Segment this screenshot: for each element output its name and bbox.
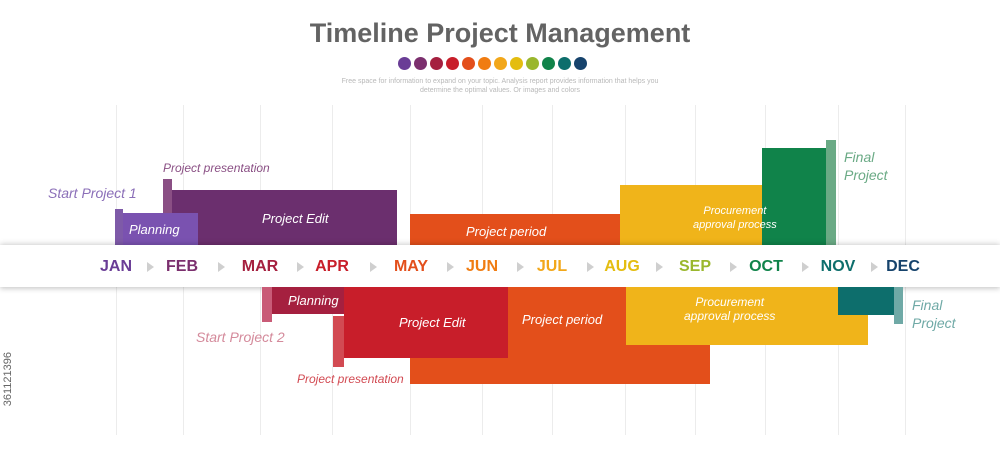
- p2-presentation-marker: [333, 316, 344, 367]
- p2-procurement-bar: [626, 287, 868, 345]
- color-dot: [542, 57, 555, 70]
- month-label-nov: NOV: [820, 258, 856, 275]
- p2-start-label: Start Project 2: [196, 329, 285, 345]
- color-dot: [510, 57, 523, 70]
- chevron-right-icon: [730, 262, 737, 272]
- p2-planning-label: Planning: [288, 293, 339, 308]
- chevron-right-icon: [656, 262, 663, 272]
- month-label-may: MAY: [393, 258, 429, 275]
- month-label-aug: AUG: [604, 258, 640, 275]
- p2-edit-label: Project Edit: [399, 315, 466, 330]
- color-dot: [414, 57, 427, 70]
- chevron-right-icon: [147, 262, 154, 272]
- chevron-right-icon: [802, 262, 809, 272]
- p2-nov-bar: [838, 287, 894, 315]
- stock-id: 361121396: [2, 352, 14, 407]
- p2-edit-bar: [344, 287, 508, 358]
- month-label-jan: JAN: [99, 258, 132, 275]
- p1-procurement-label: Procurement approval process: [693, 205, 777, 231]
- p1-final-marker: [826, 140, 836, 246]
- chevron-right-icon: [871, 262, 878, 272]
- chevron-right-icon: [447, 262, 454, 272]
- chevron-right-icon: [297, 262, 304, 272]
- page-title: Timeline Project Management: [309, 18, 691, 48]
- p1-start-label: Start Project 1: [48, 185, 137, 201]
- chevron-right-icon: [517, 262, 524, 272]
- chevron-right-icon: [218, 262, 225, 272]
- month-label-feb: FEB: [166, 258, 198, 275]
- color-dot: [398, 57, 411, 70]
- month-label-dec: DEC: [886, 258, 920, 275]
- p1-edit-label: Project Edit: [262, 211, 329, 226]
- month-label-sep: SEP: [678, 258, 711, 275]
- p1-oct-bar: [762, 148, 826, 246]
- p1-presentation-marker: [163, 179, 172, 246]
- month-label-oct: OCT: [749, 258, 783, 275]
- month-label-jun: JUN: [465, 258, 498, 275]
- p2-final-label: Final Project: [912, 297, 956, 331]
- p1-period-label: Project period: [466, 224, 547, 239]
- p2-period-label: Project period: [522, 312, 603, 327]
- chevron-right-icon: [370, 262, 377, 272]
- p1-planning-bar: [123, 213, 198, 246]
- timeline-axis: [0, 245, 1000, 287]
- subtitle: Free space for information to expand on …: [341, 78, 659, 94]
- p2-start-marker: [262, 287, 272, 322]
- p1-edit-bar: [172, 190, 397, 246]
- color-dot: [526, 57, 539, 70]
- month-label-mar: MAR: [241, 258, 279, 275]
- color-dot: [446, 57, 459, 70]
- month-label-apr: APR: [315, 258, 349, 275]
- p1-planning-label: Planning: [129, 222, 180, 237]
- month-label-jul: JUL: [536, 258, 568, 275]
- color-dot: [574, 57, 587, 70]
- p2-procurement-label: Procurement approval process: [684, 295, 776, 323]
- p1-final-label: Final Project: [844, 149, 888, 183]
- p1-start-marker: [115, 209, 123, 246]
- color-dot: [494, 57, 507, 70]
- p1-presentation-label: Project presentation: [163, 161, 270, 175]
- color-dot: [462, 57, 475, 70]
- color-dot: [558, 57, 571, 70]
- color-dot: [478, 57, 491, 70]
- color-dots: [398, 57, 587, 70]
- p2-presentation-label: Project presentation: [297, 372, 404, 386]
- p2-final-marker: [894, 287, 903, 324]
- color-dot: [430, 57, 443, 70]
- chevron-right-icon: [587, 262, 594, 272]
